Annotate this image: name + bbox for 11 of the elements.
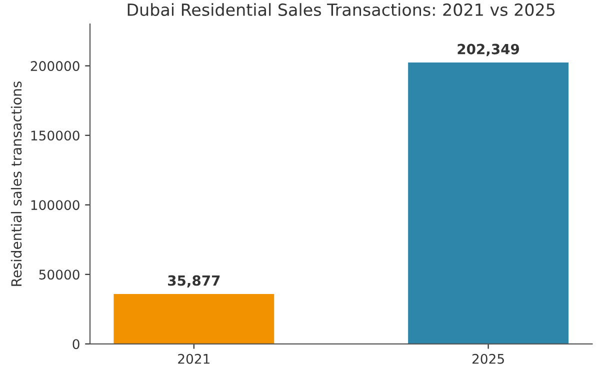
y-tick-label: 50000 — [39, 270, 80, 280]
y-tick-label: 100000 — [31, 200, 80, 210]
data-label: 35,877 — [168, 275, 220, 288]
x-tick-label: 2025 — [472, 354, 504, 364]
y-tick-label: 0 — [72, 339, 80, 350]
chart-title: Dubai Residential Sales Transactions: 2021 vs 2025 — [128, 3, 555, 16]
data-label: 202,349 — [458, 44, 520, 56]
y-tick-label: 150000 — [31, 130, 80, 141]
x-tick-label: 2021 — [178, 354, 210, 364]
y-axis-title: Residential sales transactions — [10, 81, 22, 286]
y-tick-label: 200000 — [30, 61, 80, 72]
